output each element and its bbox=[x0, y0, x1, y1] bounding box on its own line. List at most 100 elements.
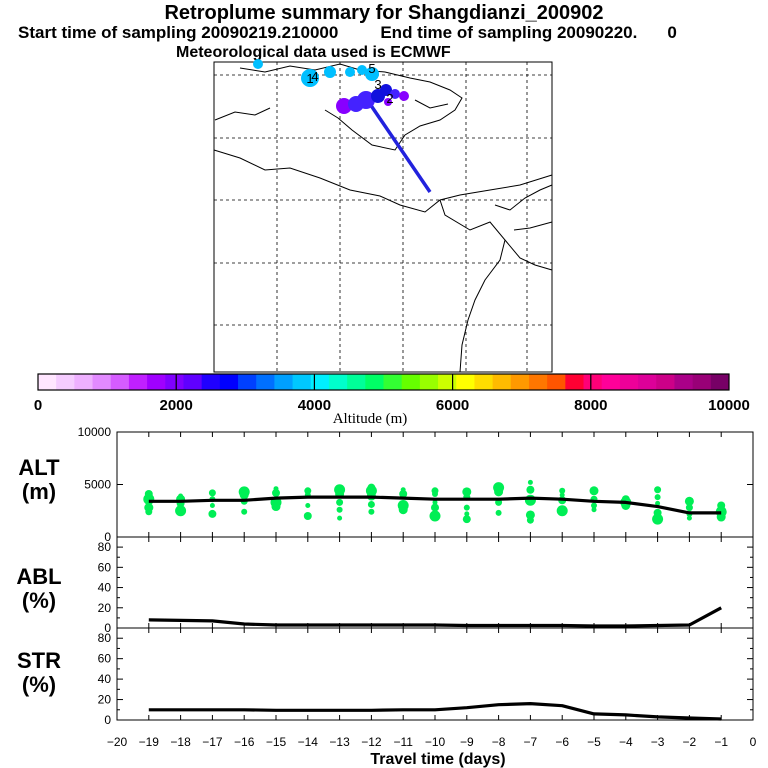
colorbar-cell bbox=[201, 374, 221, 390]
scatter-point bbox=[175, 505, 187, 517]
x-tick-label: −2 bbox=[683, 735, 697, 749]
x-tick-label: −11 bbox=[393, 735, 413, 749]
scatter-point bbox=[367, 500, 375, 508]
x-tick-label: −12 bbox=[361, 735, 382, 749]
map-frame bbox=[213, 61, 553, 373]
alt-panel: 10000 5000 0 bbox=[78, 425, 754, 544]
y-tick-label: 80 bbox=[98, 631, 112, 645]
start-time: Start time of sampling 20090219.210000 bbox=[18, 23, 339, 42]
x-tick-label: −17 bbox=[202, 735, 223, 749]
chart-title: Retroplume summary for Shangdianzi_20090… bbox=[164, 2, 604, 24]
scatter-point bbox=[145, 508, 153, 516]
str-label-line2: (%) bbox=[21, 672, 57, 697]
colorbar-cell bbox=[692, 374, 712, 390]
colorbar-cell bbox=[438, 374, 457, 390]
scatter-point bbox=[652, 513, 664, 525]
y-tick-label: 10000 bbox=[78, 425, 112, 439]
trajectory-blob bbox=[380, 84, 392, 96]
x-tick-label: −15 bbox=[266, 735, 287, 749]
y-tick-label: 40 bbox=[98, 581, 112, 595]
scatter-point bbox=[431, 503, 439, 512]
x-tick-label: −13 bbox=[329, 735, 350, 749]
scatter-point bbox=[559, 492, 565, 498]
colorbar-cell bbox=[710, 374, 730, 390]
trajectory-blob bbox=[345, 67, 355, 77]
colorbar-cell bbox=[38, 374, 57, 390]
end-time: End time of sampling 20090220. bbox=[380, 23, 638, 42]
colorbar-cell bbox=[128, 374, 148, 390]
trajectory-marker-label: 5 bbox=[368, 61, 375, 76]
y-tick-label: 60 bbox=[98, 560, 112, 574]
scatter-point bbox=[526, 485, 535, 494]
scatter-point bbox=[462, 487, 472, 497]
abl-label-line2: (%) bbox=[21, 588, 57, 613]
colorbar-cell bbox=[401, 374, 421, 390]
colorbar-title: Altitude (m) bbox=[333, 411, 408, 427]
str-panel: 80 60 40 20 0 bbox=[98, 627, 754, 727]
scatter-point bbox=[208, 509, 217, 518]
trajectory-blob bbox=[384, 98, 392, 106]
scatter-point bbox=[241, 508, 248, 515]
scatter-point bbox=[336, 506, 343, 513]
trajectory-marker-label: 1 bbox=[306, 71, 313, 86]
trajectory-track bbox=[368, 103, 432, 193]
colorbar-cell bbox=[474, 374, 494, 390]
colorbar-cell bbox=[601, 374, 621, 390]
y-tick-label: 60 bbox=[98, 652, 112, 666]
alt-panel-label: ALT (m) bbox=[14, 456, 64, 504]
trajectory-blob bbox=[357, 65, 367, 75]
scatter-point bbox=[463, 504, 470, 511]
x-tick-label: −10 bbox=[425, 735, 446, 749]
scatter-point bbox=[654, 494, 661, 501]
trajectory-blob bbox=[336, 98, 352, 114]
x-tick-label: −20 bbox=[107, 735, 128, 749]
scatter-point bbox=[399, 489, 408, 498]
scatter-point bbox=[686, 515, 692, 521]
scatter-point bbox=[337, 515, 343, 521]
alt-label-line2: (m) bbox=[21, 479, 57, 504]
y-tick-label: 20 bbox=[98, 693, 112, 707]
x-tick-label: −14 bbox=[298, 735, 319, 749]
y-tick-label: 0 bbox=[104, 621, 111, 635]
colorbar-cell bbox=[74, 374, 94, 390]
scatter-point bbox=[208, 489, 216, 497]
scatter-point bbox=[464, 511, 470, 517]
colorbar-cell bbox=[183, 374, 203, 390]
x-tick-label: −3 bbox=[651, 735, 665, 749]
x-tick-label: −1 bbox=[714, 735, 728, 749]
colorbar-cell bbox=[583, 374, 603, 390]
abl-panel: 80 60 40 20 0 bbox=[98, 536, 754, 635]
colorbar-cell bbox=[56, 374, 75, 390]
scatter-point bbox=[684, 496, 694, 506]
trajectory-blob bbox=[365, 67, 379, 81]
series-line bbox=[148, 606, 722, 628]
x-tick-label: −18 bbox=[170, 735, 191, 749]
colorbar-tick-label: 10000 bbox=[708, 397, 750, 414]
scatter-point bbox=[591, 502, 597, 509]
scatter-point bbox=[716, 512, 726, 522]
scatter-point bbox=[271, 502, 281, 512]
colorbar-tick-label: 4000 bbox=[298, 397, 331, 414]
scatter-point bbox=[303, 512, 312, 520]
x-tick-label: −6 bbox=[555, 735, 569, 749]
panel-frame bbox=[116, 536, 754, 629]
colorbar-cell bbox=[565, 374, 585, 390]
sampling-times: Start time of sampling 20090219.210000 En… bbox=[18, 23, 677, 43]
x-tick-label: −9 bbox=[460, 735, 474, 749]
colorbar-frame bbox=[37, 373, 730, 391]
scatter-point bbox=[304, 487, 312, 495]
map-gridlines bbox=[214, 62, 552, 372]
trajectory-marker-label: 2 bbox=[386, 91, 393, 106]
scatter-point bbox=[495, 509, 502, 516]
scatter-point bbox=[527, 479, 533, 485]
trajectory-blobs bbox=[253, 59, 409, 114]
colorbar-cell bbox=[674, 374, 694, 390]
colorbar-cell bbox=[310, 374, 330, 390]
panel-frame bbox=[116, 627, 754, 721]
colorbar-cell bbox=[274, 374, 294, 390]
colorbar-cell bbox=[638, 374, 657, 390]
colorbar-cell bbox=[619, 374, 639, 390]
